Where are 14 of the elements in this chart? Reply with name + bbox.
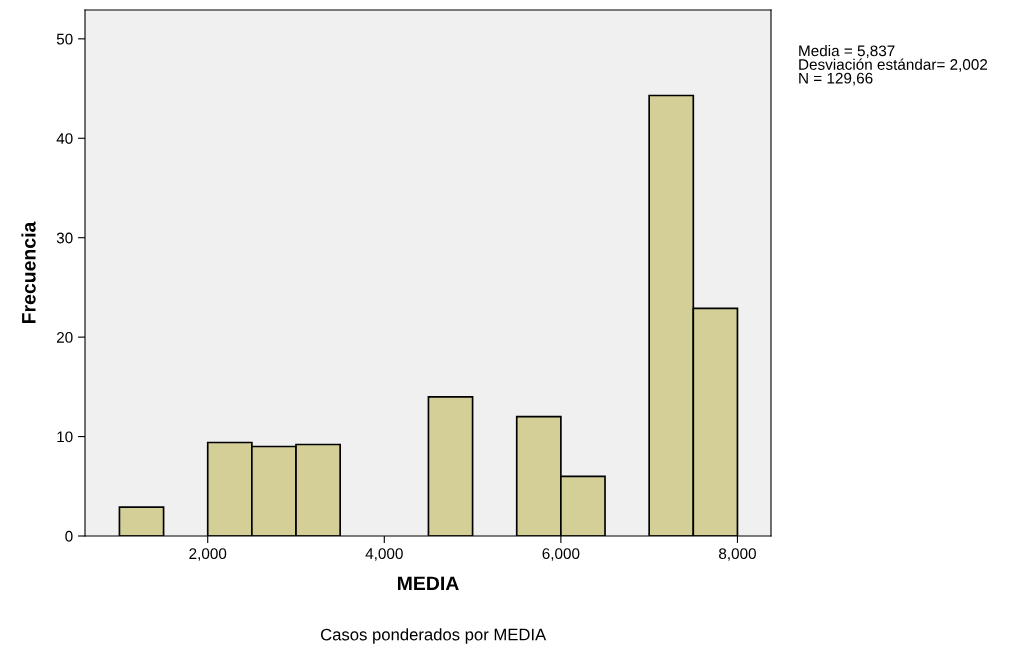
x-tick-label: 6,000 bbox=[542, 548, 580, 561]
y-tick-label: 40 bbox=[56, 133, 73, 144]
x-tick-label: 8,000 bbox=[719, 548, 756, 561]
y-axis-title: Frecuencia bbox=[21, 221, 36, 324]
x-tick-label: 4,000 bbox=[365, 548, 403, 561]
y-tick-label: 30 bbox=[56, 232, 73, 244]
x-tick-label: 2,000 bbox=[189, 548, 227, 561]
text: Media = 5,837 Desviación estándar= 2,002 N = 129,66 bbox=[799, 45, 988, 86]
y-tick-label: 10 bbox=[57, 431, 73, 443]
text: Casos ponderados por MEDIA bbox=[321, 628, 547, 644]
y-tick-label: 20 bbox=[56, 332, 73, 343]
y-tick-label: 50 bbox=[56, 33, 73, 45]
y-tick-label: 0 bbox=[65, 530, 73, 542]
x-axis-title: MEDIA bbox=[397, 576, 459, 591]
